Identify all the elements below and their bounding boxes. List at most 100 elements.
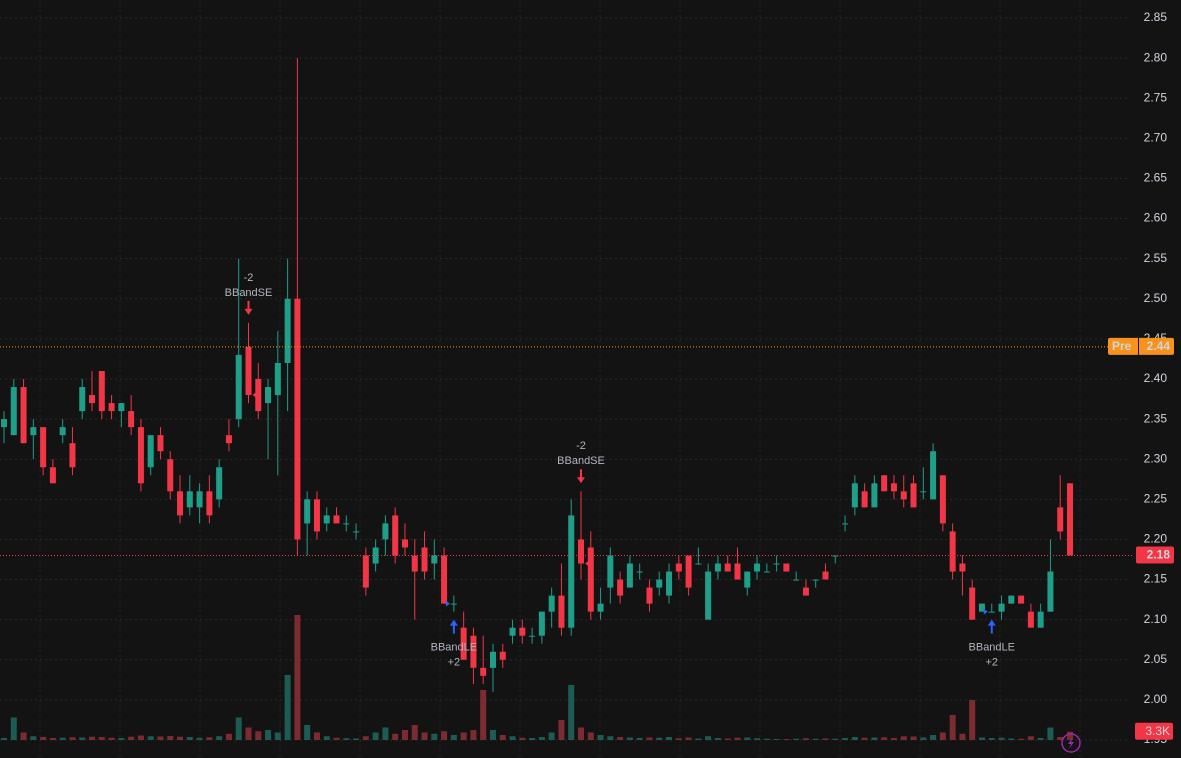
volume-bar — [372, 732, 379, 740]
volume-bar — [675, 738, 682, 740]
volume-bar — [401, 730, 408, 740]
entry-marker — [445, 600, 450, 607]
candle-body — [128, 411, 135, 428]
candle-body — [861, 491, 868, 508]
volume-bar — [323, 736, 330, 740]
volume-bar — [421, 732, 428, 740]
volume-bar — [636, 738, 643, 740]
candle-body — [568, 515, 575, 628]
volume-bar — [832, 738, 839, 740]
candle-body — [1057, 507, 1064, 532]
volume-bar — [597, 735, 604, 740]
y-tick-label: 2.05 — [1144, 652, 1168, 666]
candle-body — [40, 427, 47, 468]
y-tick-label: 2.60 — [1144, 211, 1168, 225]
volume-bar — [167, 736, 174, 740]
volume-bar — [978, 737, 985, 740]
y-tick-label: 2.55 — [1144, 251, 1168, 265]
candle-body — [1037, 611, 1044, 628]
candle-body — [626, 563, 633, 588]
candle-body — [773, 563, 780, 565]
candle-body — [431, 555, 438, 564]
volume-bar — [626, 737, 633, 740]
volume-bar — [313, 732, 320, 740]
volume-bar — [98, 737, 105, 740]
candle-body — [822, 571, 829, 580]
volume-bar — [802, 738, 809, 740]
candle-body — [832, 555, 839, 557]
volume-bar — [666, 737, 673, 740]
volume-bar — [890, 738, 897, 740]
short-arrow — [244, 300, 253, 315]
lightning-icon — [1068, 737, 1074, 749]
price-tag — [1108, 337, 1174, 355]
volume-bar — [460, 732, 467, 740]
volume-bar — [607, 736, 614, 740]
candle-body — [79, 387, 86, 412]
candle-body — [177, 491, 184, 516]
candle-body — [548, 595, 555, 612]
volume-bar — [988, 738, 995, 740]
volume-bar — [1047, 727, 1054, 740]
candle-body — [695, 563, 702, 565]
volume-bar — [724, 738, 731, 740]
candle-body — [939, 475, 946, 524]
candle-body — [587, 547, 594, 612]
volume-bar — [744, 737, 751, 740]
volume-bar — [617, 737, 624, 740]
volume-bar — [548, 732, 555, 740]
candle-body — [930, 451, 937, 500]
volume-bar — [480, 690, 487, 740]
candle-body — [147, 435, 154, 468]
candle-body — [137, 427, 144, 484]
volume-bar — [304, 725, 311, 740]
volume-bar — [79, 737, 86, 740]
price-tag-divider — [1138, 337, 1139, 355]
candle-body — [304, 499, 311, 524]
candle-body — [30, 427, 37, 436]
candle-body — [157, 435, 164, 452]
volume-bar — [343, 738, 350, 740]
candle-body — [949, 531, 956, 572]
price-tag-value: 2.44 — [1147, 339, 1171, 353]
volume-bar — [49, 738, 56, 740]
candle-body — [538, 611, 545, 636]
candle-body — [705, 571, 712, 620]
price-pane: BBandSE -2 BBandSE -2 BBandLE +2 BBandLE +2 — [0, 58, 1132, 692]
candle-body — [1008, 595, 1015, 604]
candle-body — [255, 379, 262, 412]
volume-bar — [646, 737, 653, 740]
signal-name: BBandSE — [557, 455, 605, 467]
volume-bar — [871, 737, 878, 740]
candle-body — [10, 387, 17, 436]
volume-bar — [147, 736, 154, 740]
button-ring — [1061, 733, 1081, 753]
candle-body — [959, 563, 966, 572]
volume-bar — [714, 738, 721, 740]
volume-bar — [333, 737, 340, 740]
candle-body — [714, 563, 721, 572]
candle-body — [920, 491, 927, 493]
lightning-button[interactable] — [1061, 733, 1081, 753]
volume-pane — [1, 615, 1073, 740]
candle-body — [235, 354, 242, 420]
candle-body — [617, 579, 624, 596]
candle-body — [802, 587, 809, 596]
candle-body — [558, 595, 565, 628]
candle-body — [323, 515, 330, 524]
volume-bar — [177, 736, 184, 740]
candle-body — [489, 651, 496, 668]
candle-body — [734, 563, 741, 580]
volume-bar — [499, 735, 506, 740]
candle-body — [265, 387, 272, 404]
y-tick-label: 2.15 — [1144, 572, 1168, 586]
volume-bar — [294, 615, 301, 740]
volume-bar — [382, 727, 389, 740]
volume-bar — [284, 675, 291, 740]
volume-bar — [842, 738, 849, 740]
candle-body — [763, 571, 770, 573]
candle-body — [343, 523, 350, 525]
candle-body — [401, 539, 408, 548]
